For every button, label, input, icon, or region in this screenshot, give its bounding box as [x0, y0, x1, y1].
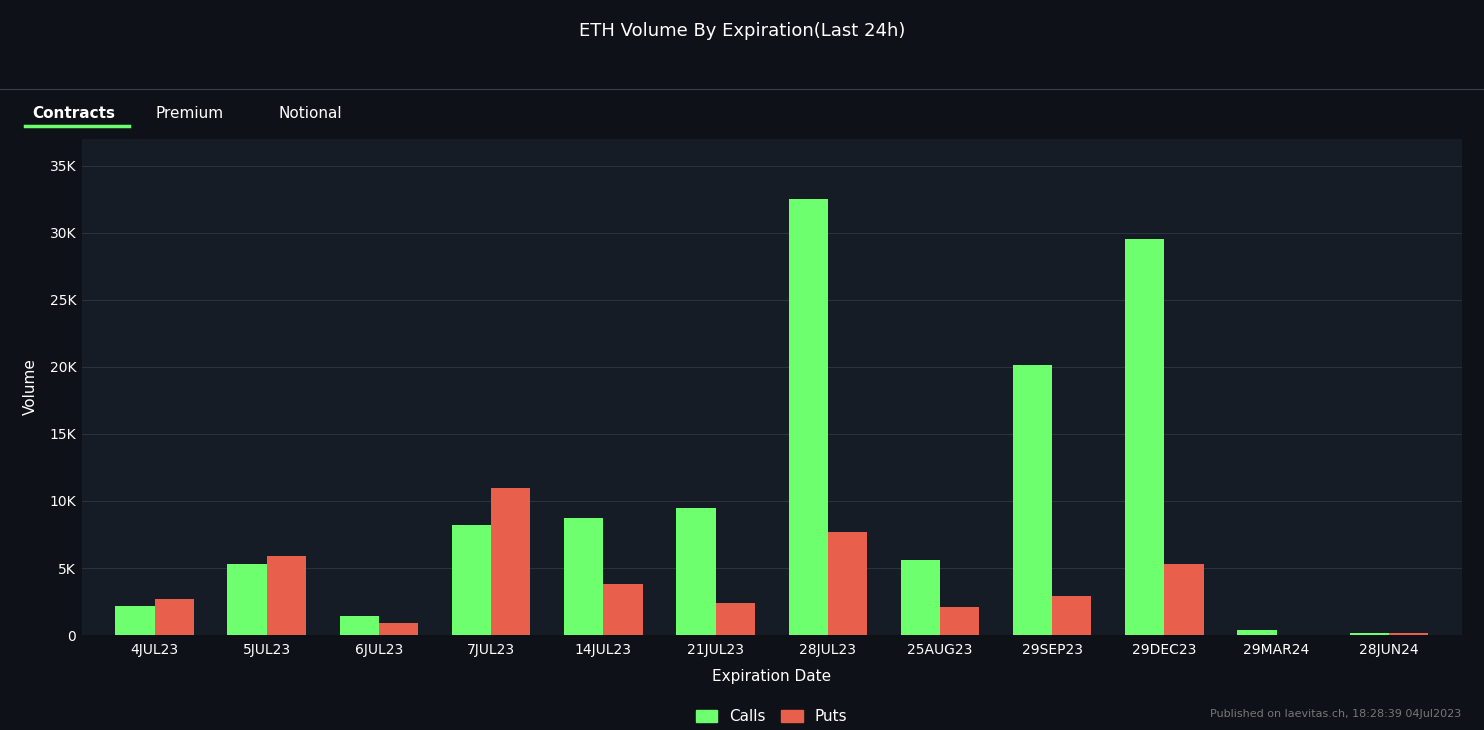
Y-axis label: Volume: Volume: [24, 358, 39, 415]
Bar: [154, 599, 194, 635]
Bar: [564, 518, 604, 635]
Bar: [604, 584, 643, 635]
Bar: [378, 623, 418, 635]
Text: Contracts: Contracts: [33, 106, 116, 121]
Bar: [828, 531, 867, 635]
Bar: [1014, 366, 1052, 635]
Text: ETH Volume By Expiration(Last 24h): ETH Volume By Expiration(Last 24h): [579, 22, 905, 40]
Bar: [1238, 630, 1276, 635]
Bar: [939, 607, 979, 635]
Text: Notional: Notional: [279, 106, 343, 121]
Bar: [340, 616, 378, 635]
Bar: [1165, 564, 1204, 635]
Bar: [715, 603, 755, 635]
Bar: [677, 507, 715, 635]
Bar: [1349, 633, 1389, 635]
Bar: [1125, 239, 1165, 635]
Bar: [116, 606, 154, 635]
Text: Premium: Premium: [156, 106, 224, 121]
Bar: [267, 556, 306, 635]
X-axis label: Expiration Date: Expiration Date: [712, 669, 831, 683]
Bar: [788, 199, 828, 635]
Bar: [491, 488, 530, 635]
Bar: [901, 560, 939, 635]
Bar: [1389, 633, 1428, 635]
Legend: Calls, Puts: Calls, Puts: [696, 710, 847, 724]
Bar: [1052, 596, 1091, 635]
Bar: [227, 564, 267, 635]
Text: Published on laevitas.ch, 18:28:39 04Jul2023: Published on laevitas.ch, 18:28:39 04Jul…: [1211, 709, 1462, 719]
Bar: [453, 525, 491, 635]
